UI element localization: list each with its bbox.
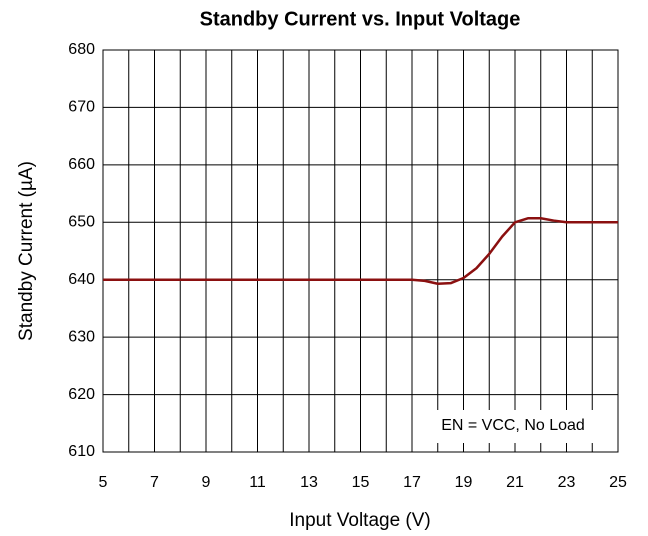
annotation: EN = VCC, No Load bbox=[441, 417, 585, 434]
y-tick-label: 660 bbox=[68, 156, 95, 173]
annotation-box bbox=[417, 410, 610, 443]
y-tick-label: 620 bbox=[68, 386, 95, 403]
y-tick-label: 680 bbox=[68, 41, 95, 58]
x-tick-label: 5 bbox=[99, 474, 108, 491]
x-tick-label: 25 bbox=[609, 474, 627, 491]
x-tick-label: 21 bbox=[506, 474, 524, 491]
x-tick-label: 11 bbox=[249, 474, 266, 491]
y-tick-label: 630 bbox=[68, 328, 95, 345]
x-tick-label: 9 bbox=[202, 474, 211, 491]
y-tick-label: 670 bbox=[68, 99, 95, 116]
x-tick-label: 19 bbox=[455, 474, 473, 491]
y-axis-label: Standby Current (µA) bbox=[16, 161, 37, 341]
x-axis-label: Input Voltage (V) bbox=[289, 510, 431, 531]
y-tick-label: 650 bbox=[68, 214, 95, 231]
x-tick-label: 13 bbox=[300, 474, 318, 491]
x-tick-label: 7 bbox=[150, 474, 159, 491]
x-tick-label: 15 bbox=[352, 474, 370, 491]
x-tick-label: 17 bbox=[403, 474, 421, 491]
chart-title: Standby Current vs. Input Voltage bbox=[200, 8, 521, 30]
x-tick-label: 23 bbox=[558, 474, 576, 491]
y-tick-label: 610 bbox=[68, 443, 95, 460]
data-line bbox=[103, 217, 618, 285]
y-tick-label: 640 bbox=[68, 271, 95, 288]
